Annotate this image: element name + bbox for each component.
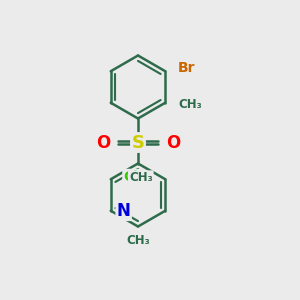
Text: CH₃: CH₃: [126, 233, 150, 247]
Text: S: S: [131, 134, 145, 152]
Text: N: N: [117, 202, 130, 220]
Text: CH₃: CH₃: [129, 171, 153, 184]
Text: Br: Br: [178, 61, 195, 75]
Text: O: O: [96, 134, 110, 152]
Text: Cl: Cl: [123, 170, 138, 184]
Text: CH₃: CH₃: [178, 98, 202, 111]
Text: O: O: [166, 134, 180, 152]
